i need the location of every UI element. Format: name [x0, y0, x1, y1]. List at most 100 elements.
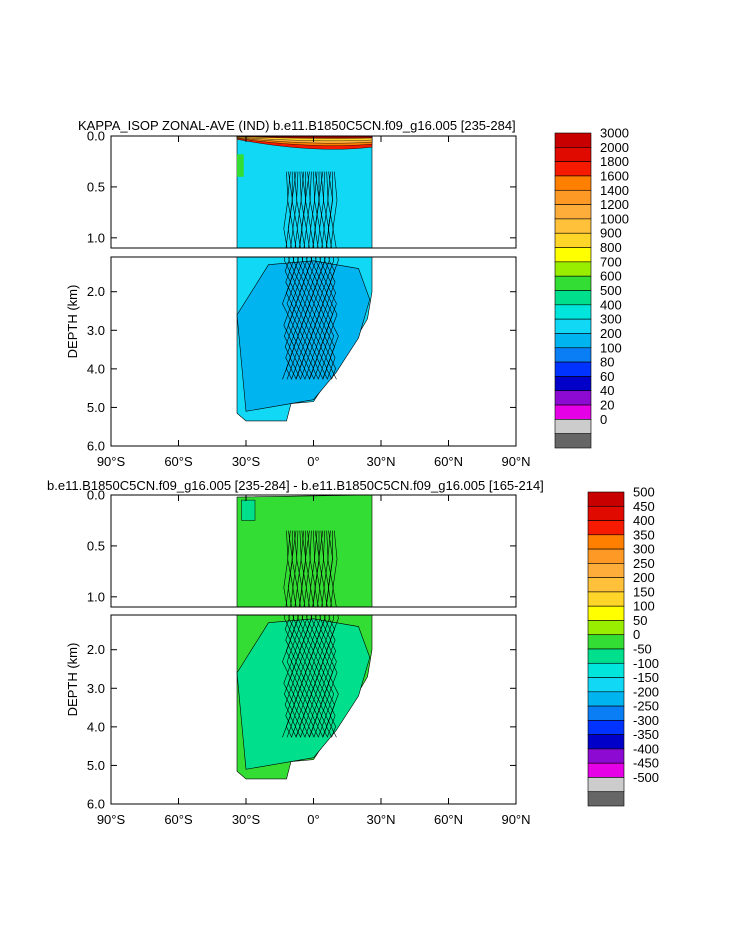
contour-line — [284, 171, 293, 380]
y-tick-label: 0.5 — [87, 538, 105, 553]
colorbar-swatch — [587, 662, 625, 678]
x-tick-label: 30°N — [366, 812, 395, 827]
colorbar-swatch — [554, 304, 592, 320]
colorbar-swatch — [554, 433, 592, 449]
contour-line — [308, 530, 318, 738]
x-tick-label: 60°N — [434, 812, 463, 827]
colorbar-label: 1200 — [600, 197, 629, 212]
x-tick-label: 60°N — [434, 454, 463, 469]
x-tick-label: 90°N — [501, 454, 530, 469]
colorbar-label: 1000 — [600, 211, 629, 226]
contour-line — [310, 171, 320, 380]
chart-title: b.e11.B1850C5CN.f09_g16.005 [235-284] - … — [47, 478, 544, 493]
colorbar-label: 100 — [600, 340, 622, 355]
y-tick-label: 0.0 — [87, 129, 105, 144]
colorbar-label: 1600 — [600, 168, 629, 183]
colorbar-label: -350 — [633, 727, 659, 742]
colorbar-label: 500 — [600, 283, 622, 298]
contour-line — [324, 530, 333, 738]
y-axis-label: DEPTH (km) — [65, 285, 80, 359]
colorbar-label: 400 — [600, 297, 622, 312]
data-field — [236, 135, 373, 422]
colorbar-swatch — [587, 577, 625, 593]
contour-line — [282, 530, 291, 738]
colorbar-label: 300 — [633, 542, 655, 557]
colorbar-swatch — [554, 361, 592, 377]
contour-line — [310, 530, 320, 738]
colorbar-label: 350 — [633, 527, 655, 542]
colorbar-swatch — [554, 232, 592, 248]
colorbar-swatch — [587, 605, 625, 621]
colorbar-swatch — [554, 290, 592, 306]
y-tick-label: 0.0 — [87, 488, 105, 503]
y-tick-label: 2.0 — [87, 642, 105, 657]
contour-line — [324, 171, 333, 380]
colorbar-label: 500 — [633, 485, 655, 500]
contour-line — [329, 171, 339, 380]
contour-line — [303, 530, 312, 738]
colorbar-label: 0 — [600, 412, 607, 427]
y-tick-label: 1.0 — [87, 589, 105, 604]
colorbar-swatch — [587, 534, 625, 550]
colorbar-label: 900 — [600, 226, 622, 241]
x-tick-label: 0° — [307, 812, 319, 827]
colorbar-swatch — [587, 762, 625, 778]
y-tick-label: 4.0 — [87, 719, 105, 734]
panel-gap — [109, 248, 518, 257]
y-tick-label: 3.0 — [87, 323, 105, 338]
colorbar-label: -50 — [633, 642, 652, 657]
contour-line — [328, 171, 337, 380]
x-tick-label: 90°S — [97, 812, 126, 827]
colorbar-label: 0 — [633, 627, 640, 642]
contour-line — [284, 530, 293, 738]
x-tick-label: 30°S — [232, 812, 261, 827]
colorbar-swatch — [554, 261, 592, 277]
colorbar-label: 50 — [633, 613, 647, 628]
colorbar-swatch — [587, 591, 625, 607]
colorbar-label: 400 — [633, 513, 655, 528]
colorbar-label: 200 — [600, 326, 622, 341]
colorbar-swatch — [554, 161, 592, 177]
contour-line — [282, 171, 291, 380]
contour-line — [322, 530, 332, 738]
colorbar-swatch — [554, 204, 592, 220]
y-tick-label: 0.5 — [87, 179, 105, 194]
colorbar-label: 40 — [600, 383, 614, 398]
panel-difference: b.e11.B1850C5CN.f09_g16.005 [235-284] - … — [47, 478, 659, 827]
contour-line — [329, 530, 339, 738]
contour-line — [316, 171, 326, 380]
colorbar-label: 450 — [633, 499, 655, 514]
colorbar-label: 80 — [600, 355, 614, 370]
colorbar-swatch — [587, 677, 625, 693]
colorbar-label: -300 — [633, 713, 659, 728]
x-tick-label: 60°S — [164, 454, 193, 469]
panel-kappa-isop: KAPPA_ISOP ZONAL-AVE (IND) b.e11.B1850C5… — [65, 118, 629, 469]
y-tick-label: 3.0 — [87, 681, 105, 696]
colorbar-swatch — [554, 275, 592, 291]
colorbar-swatch — [554, 247, 592, 263]
x-tick-label: 90°N — [501, 812, 530, 827]
x-tick-label: 30°N — [366, 454, 395, 469]
contour-line — [316, 530, 326, 738]
colorbar-swatch — [554, 347, 592, 363]
contour-line — [303, 171, 312, 380]
colorbar-swatch — [587, 505, 625, 521]
colorbar-label: 250 — [633, 556, 655, 571]
colorbar-swatch — [554, 333, 592, 349]
contour-line — [295, 171, 305, 380]
west-patch — [237, 154, 244, 177]
colorbar-label: -150 — [633, 670, 659, 685]
panel-gap — [109, 607, 518, 615]
contour-line — [295, 530, 305, 738]
contour-line — [328, 530, 337, 738]
x-tick-label: 30°S — [232, 454, 261, 469]
west-patch — [241, 499, 256, 521]
colorbar-label: -450 — [633, 756, 659, 771]
y-tick-label: 6.0 — [87, 797, 105, 812]
colorbar-label: 800 — [600, 240, 622, 255]
colorbar-swatch — [587, 491, 625, 507]
colorbar-label: 600 — [600, 269, 622, 284]
y-axis-label: DEPTH (km) — [65, 643, 80, 717]
colorbar-swatch — [587, 720, 625, 735]
colorbar-label: -500 — [633, 770, 659, 785]
